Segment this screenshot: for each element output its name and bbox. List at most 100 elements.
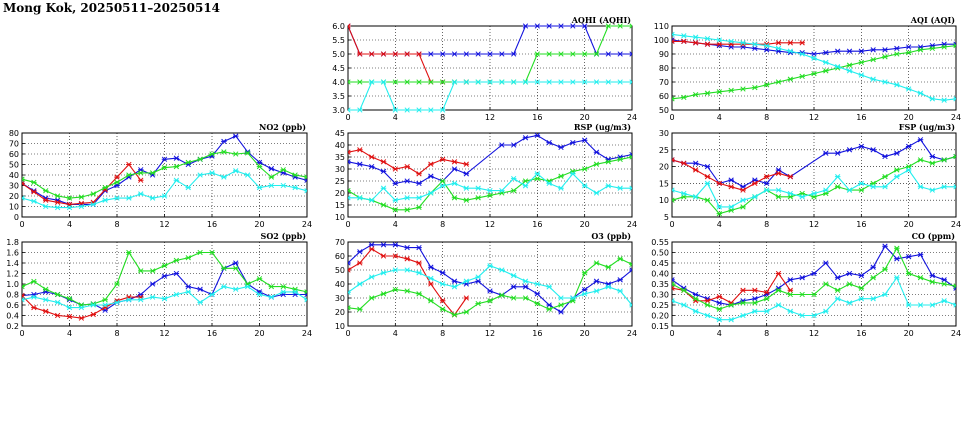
co-series-red-point [704,298,711,304]
aqhi-series-green-point [534,51,541,57]
o3-ytick-label: 20 [335,308,345,317]
co-series-cyan-point [716,317,723,323]
aqhi-series-cyan-point [499,79,505,85]
o3-series-red-point [463,295,470,301]
no2-series-green-point [66,195,73,201]
aqhi-series-cyan-point [428,107,434,113]
rsp-series-blue-point [570,139,576,146]
rsp-series-cyan-point [487,187,493,194]
co-series-cyan-point [672,298,675,304]
o3-series-green-point [522,295,529,301]
o3-ytick-label: 70 [335,238,345,247]
rsp-series-blue-point [368,163,375,170]
co-xtick-label: 20 [904,329,914,338]
so2-series-green-point [161,262,168,269]
aqhi-series-cyan-point [510,79,517,85]
fsp-series-blue-point [929,153,936,160]
fsp-series-red-point [752,180,758,187]
fsp-series-green-point [894,167,900,173]
aqhi-series-red-point [348,23,351,29]
rsp-series-green-point [510,187,517,194]
no2-series-green-point [268,174,275,180]
fsp-series-cyan-point [941,184,947,190]
aqi-series-cyan-point [834,63,841,70]
rsp-series-blue-point [392,180,399,187]
rsp-ytick-label: 15 [335,201,345,210]
co-series-green-point [929,279,936,285]
fsp-series-blue-point [894,150,900,156]
rsp-xtick-label: 20 [580,220,590,229]
so2-series-cyan-point [66,304,73,311]
fsp-xtick-label: 8 [764,220,769,229]
aqhi-series-green-point [558,51,564,57]
so2-series-cyan-point [90,302,97,308]
aqi-series-blue-point [882,47,888,53]
o3-series-red-point [404,256,410,262]
no2-xtick-label: 12 [159,220,169,229]
fsp-xtick-label: 4 [717,220,722,229]
fsp-series-green-point [953,153,956,160]
rsp-series-green-point [451,195,458,201]
rsp-series-cyan-point [499,187,505,194]
co-series-green-point [704,302,711,308]
so2-series-green-point [149,268,156,274]
so2-series-cyan-point [232,286,239,292]
fsp-series-blue-point [704,163,711,170]
no2-series-green-point [137,170,144,176]
aqi-series-cyan-point [846,68,853,74]
co-ytick-label: 0.25 [651,301,669,310]
o3-series-green-point [510,295,517,301]
no2-series-blue-point [268,166,275,172]
o3-series-green-point [475,300,481,307]
so2-series-red-point [78,315,85,321]
aqi-series-blue-point [811,51,817,57]
rsp-series-green-point [581,166,588,172]
co-xtick-label: 12 [809,329,819,338]
o3-series-green-point [629,261,632,268]
co-series-green-point [681,287,687,293]
no2-series-green-point [304,174,307,180]
co-series-green-point [941,281,947,287]
aqhi-series-cyan-point [451,79,458,85]
aqhi-series-red-point [368,51,375,57]
fsp-series-cyan-point [752,194,758,200]
co-series-cyan-point [846,300,853,306]
co-series-blue-point [894,256,900,262]
fsp-series-green-point [917,157,924,163]
co-series-cyan-point [787,308,794,314]
rsp-series-cyan-point [357,195,363,201]
rsp-series-cyan-point [605,183,612,189]
co-series-cyan-point [870,296,876,302]
co-series-cyan-point [799,312,805,319]
aqhi-series-cyan-point [439,107,446,113]
aqhi-series-cyan-point [522,79,529,85]
aqhi-series-cyan-point [570,79,576,85]
no2-ytick-label: 50 [9,161,19,170]
o3-ytick-label: 60 [335,252,345,261]
rsp-series-green-point [617,156,623,163]
co-series-cyan-point [917,302,924,308]
rsp-xtick-label: 4 [393,220,398,229]
no2-series-green-point [280,167,287,173]
rsp-series-cyan-point [629,185,632,191]
so2-series-cyan-point [185,289,192,295]
o3-series-green-point [558,302,564,308]
so2-series-cyan-point [42,297,49,303]
aqi-xtick-label: 24 [951,113,961,122]
co-series-blue-point [716,300,723,306]
o3-series-cyan-point [368,274,375,280]
no2-series-cyan-point [173,177,180,183]
aqhi-xtick-label: 4 [393,113,398,122]
aqhi-series-blue-point [605,51,612,57]
so2-series-cyan-point [137,297,144,303]
co-series-red-point [787,287,794,293]
no2-xtick-label: 4 [67,220,72,229]
no2-series-cyan-point [304,188,307,194]
aqhi-series-blue-point [570,23,576,29]
no2-series-green-point [161,164,168,171]
no2-series-cyan-point [221,174,227,180]
co-series-blue-point [811,270,817,277]
aqi-series-cyan-point [858,72,865,78]
so2-series-green-point [31,278,37,285]
